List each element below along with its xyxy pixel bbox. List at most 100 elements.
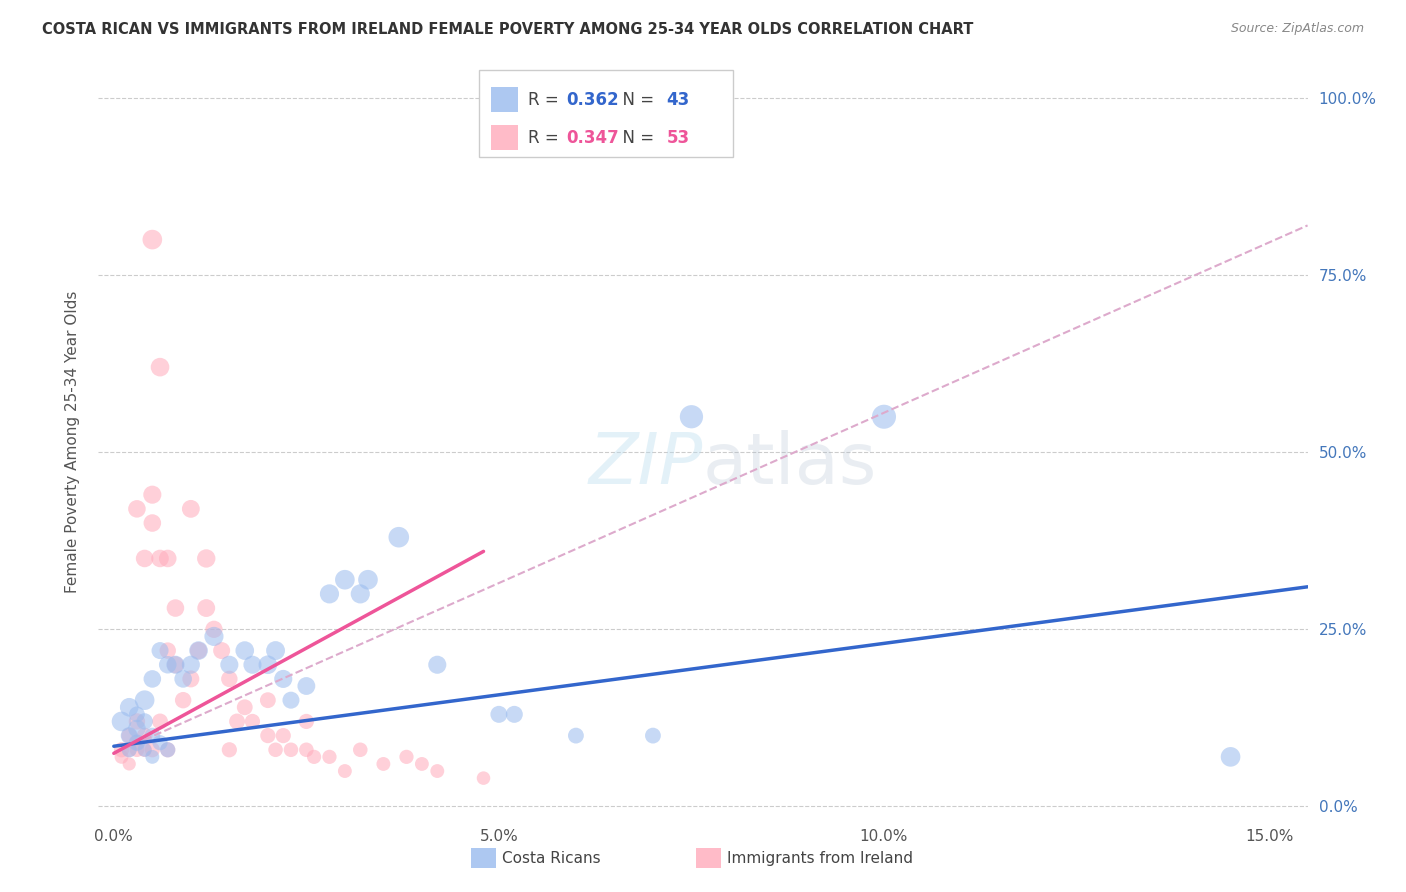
Point: [141, 743, 163, 757]
Point: [156, 743, 179, 757]
Point: [149, 736, 172, 750]
Point: [110, 714, 132, 729]
Point: [226, 714, 249, 729]
Point: [271, 729, 294, 743]
Point: [349, 743, 371, 757]
Point: [118, 729, 141, 743]
Point: [156, 657, 179, 672]
Text: 43: 43: [666, 91, 690, 109]
Point: [125, 707, 148, 722]
Point: [202, 629, 225, 643]
Point: [333, 573, 356, 587]
Point: [141, 233, 163, 247]
Point: [395, 750, 418, 764]
Point: [426, 764, 449, 778]
Point: [118, 700, 141, 714]
Point: [134, 551, 156, 566]
Point: [110, 743, 132, 757]
Point: [202, 623, 225, 637]
Point: [141, 729, 163, 743]
Y-axis label: Female Poverty Among 25-34 Year Olds: Female Poverty Among 25-34 Year Olds: [65, 291, 80, 592]
Point: [149, 714, 172, 729]
Point: [156, 551, 179, 566]
Text: N =: N =: [613, 128, 659, 146]
Point: [195, 601, 218, 615]
Point: [172, 672, 194, 686]
Point: [125, 736, 148, 750]
Point: [333, 764, 356, 778]
Point: [165, 657, 187, 672]
Point: [1219, 750, 1241, 764]
Point: [134, 729, 156, 743]
Text: Costa Ricans: Costa Ricans: [502, 851, 600, 865]
Point: [125, 722, 148, 736]
Point: [134, 693, 156, 707]
Point: [349, 587, 371, 601]
Point: [125, 501, 148, 516]
Text: Source: ZipAtlas.com: Source: ZipAtlas.com: [1230, 22, 1364, 36]
Point: [388, 530, 411, 544]
Text: 0.362: 0.362: [567, 91, 619, 109]
Point: [134, 714, 156, 729]
Point: [318, 587, 340, 601]
FancyBboxPatch shape: [492, 87, 517, 112]
Point: [118, 729, 141, 743]
Point: [172, 693, 194, 707]
Text: R =: R =: [527, 128, 564, 146]
Point: [295, 679, 318, 693]
Point: [280, 743, 302, 757]
Point: [257, 729, 280, 743]
Point: [318, 750, 340, 764]
Text: COSTA RICAN VS IMMIGRANTS FROM IRELAND FEMALE POVERTY AMONG 25-34 YEAR OLDS CORR: COSTA RICAN VS IMMIGRANTS FROM IRELAND F…: [42, 22, 973, 37]
Point: [503, 707, 526, 722]
Point: [125, 743, 148, 757]
Point: [187, 643, 209, 657]
Text: 53: 53: [666, 128, 690, 146]
Point: [180, 657, 202, 672]
Point: [426, 657, 449, 672]
Text: 0.347: 0.347: [567, 128, 619, 146]
Text: atlas: atlas: [703, 430, 877, 499]
Point: [264, 743, 287, 757]
Point: [134, 743, 156, 757]
Point: [242, 714, 264, 729]
Point: [488, 707, 510, 722]
Point: [156, 743, 179, 757]
Point: [110, 750, 132, 764]
Point: [295, 743, 318, 757]
Point: [118, 743, 141, 757]
Point: [218, 743, 240, 757]
Point: [873, 409, 896, 424]
Point: [180, 501, 202, 516]
Point: [472, 771, 495, 785]
Point: [681, 409, 703, 424]
Point: [257, 657, 280, 672]
Point: [180, 672, 202, 686]
FancyBboxPatch shape: [479, 70, 734, 157]
Point: [257, 693, 280, 707]
Text: ZIP: ZIP: [589, 430, 703, 499]
Point: [211, 643, 233, 657]
Point: [149, 643, 172, 657]
Point: [125, 714, 148, 729]
Point: [195, 551, 218, 566]
Point: [565, 729, 588, 743]
Point: [271, 672, 294, 686]
Point: [118, 756, 141, 771]
Point: [373, 756, 395, 771]
Point: [242, 657, 264, 672]
Point: [641, 729, 664, 743]
Point: [141, 488, 163, 502]
Point: [141, 750, 163, 764]
Point: [264, 643, 287, 657]
Point: [187, 643, 209, 657]
Point: [156, 643, 179, 657]
Point: [134, 743, 156, 757]
Point: [280, 693, 302, 707]
Point: [218, 672, 240, 686]
Text: N =: N =: [613, 91, 659, 109]
Point: [149, 360, 172, 375]
Point: [141, 672, 163, 686]
Point: [295, 714, 318, 729]
FancyBboxPatch shape: [492, 126, 517, 150]
